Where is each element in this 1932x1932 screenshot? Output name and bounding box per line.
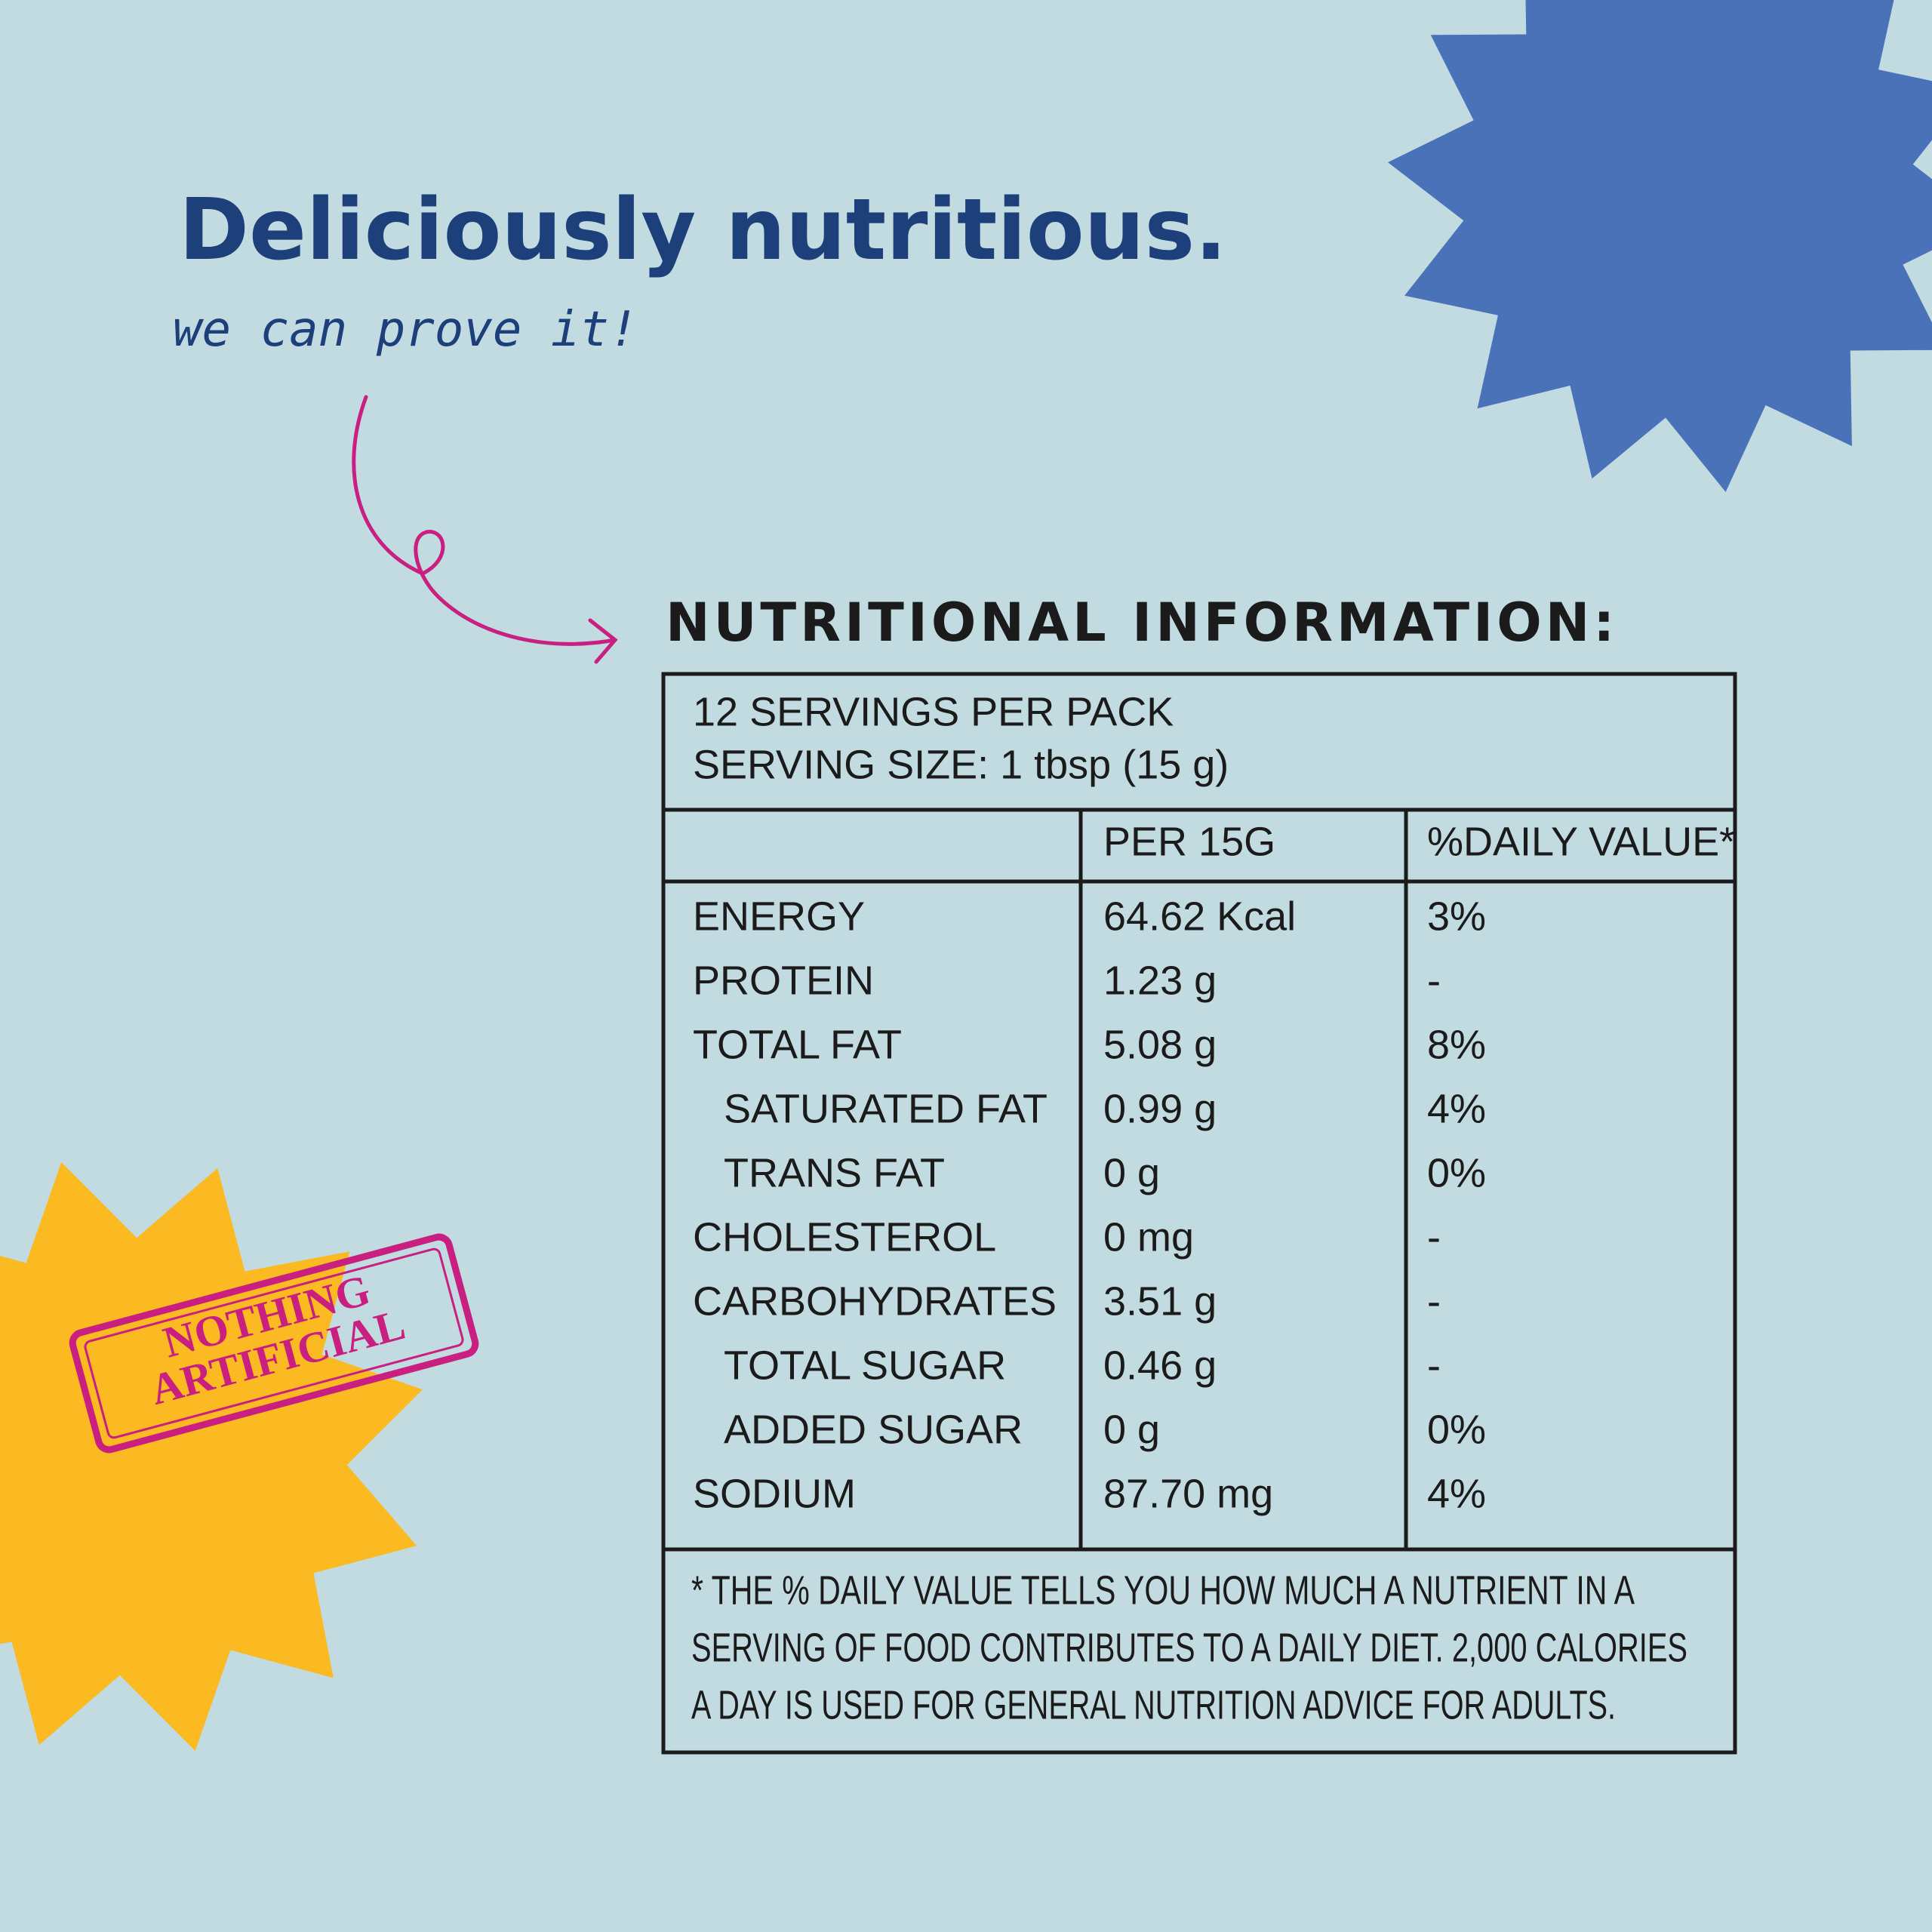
nutrient-amount: 64.62 Kcal [1103, 894, 1296, 939]
nutrient-name: TRANS FAT [724, 1150, 945, 1195]
stamp-inner-border [84, 1247, 464, 1439]
daily-value: 0% [1427, 1150, 1486, 1195]
daily-value: - [1427, 1214, 1441, 1260]
arrow [352, 395, 618, 664]
table-title: NUTRITIONAL INFORMATION: [666, 592, 1618, 654]
daily-value: - [1427, 1343, 1441, 1388]
tagline: we can prove it! [173, 302, 638, 358]
nutrient-name: TOTAL FAT [693, 1022, 902, 1067]
daily-value: 0% [1427, 1407, 1486, 1452]
nutrient-name: CHOLESTEROL [693, 1214, 996, 1260]
nutrient-amount: 87.70 mg [1103, 1471, 1273, 1516]
nutrient-name: ADDED SUGAR [724, 1407, 1023, 1452]
blue-starburst [1388, 0, 1932, 492]
nutrient-amount: 1.23 g [1103, 958, 1217, 1003]
nutrient-amount: 0 mg [1103, 1214, 1194, 1260]
nutrient-name: CARBOHYDRATES [693, 1278, 1057, 1324]
nutrient-amount: 0.46 g [1103, 1343, 1217, 1388]
arrow-head [588, 618, 618, 664]
nutrient-amount: 3.51 g [1103, 1278, 1217, 1324]
nutrient-name: PROTEIN [693, 958, 874, 1003]
footnote-line: A DAY IS USED FOR GENERAL NUTRITION ADVI… [691, 1682, 1616, 1727]
yellow-starburst [0, 1162, 423, 1751]
column-header: PER 15G [1103, 819, 1275, 864]
table-text: 12 SERVINGS PER PACK SERVING SIZE: 1 tbsp… [691, 689, 1735, 1727]
daily-value: - [1427, 1278, 1441, 1324]
nutrient-name: TOTAL SUGAR [724, 1343, 1006, 1388]
daily-value: - [1427, 958, 1441, 1003]
footnote-line: * THE % DAILY VALUE TELLS YOU HOW MUCH A… [691, 1567, 1635, 1613]
nutrient-amount: 0 g [1103, 1150, 1160, 1195]
daily-value: 8% [1427, 1022, 1486, 1067]
serving-info: 12 SERVINGS PER PACK [693, 689, 1174, 734]
nutrient-amount: 0 g [1103, 1407, 1160, 1452]
nutrient-name: SODIUM [693, 1471, 856, 1516]
arrow-curve [352, 395, 617, 646]
nutrient-name: SATURATED FAT [724, 1086, 1048, 1131]
column-header: %DAILY VALUE* [1427, 819, 1735, 864]
nutrient-amount: 0.99 g [1103, 1086, 1217, 1131]
nutrient-amount: 5.08 g [1103, 1022, 1217, 1067]
nutrient-name: ENERGY [693, 894, 865, 939]
daily-value: 3% [1427, 894, 1486, 939]
stamp-border [69, 1233, 479, 1454]
serving-info: SERVING SIZE: 1 tbsp (15 g) [693, 742, 1229, 787]
table-frame [661, 672, 1737, 1755]
headline: Deliciously nutritious. [179, 181, 1227, 279]
footnote-line: SERVING OF FOOD CONTRIBUTES TO A DAILY D… [691, 1625, 1687, 1670]
daily-value: 4% [1427, 1086, 1486, 1131]
daily-value: 4% [1427, 1471, 1486, 1516]
table-border [661, 672, 1737, 1755]
